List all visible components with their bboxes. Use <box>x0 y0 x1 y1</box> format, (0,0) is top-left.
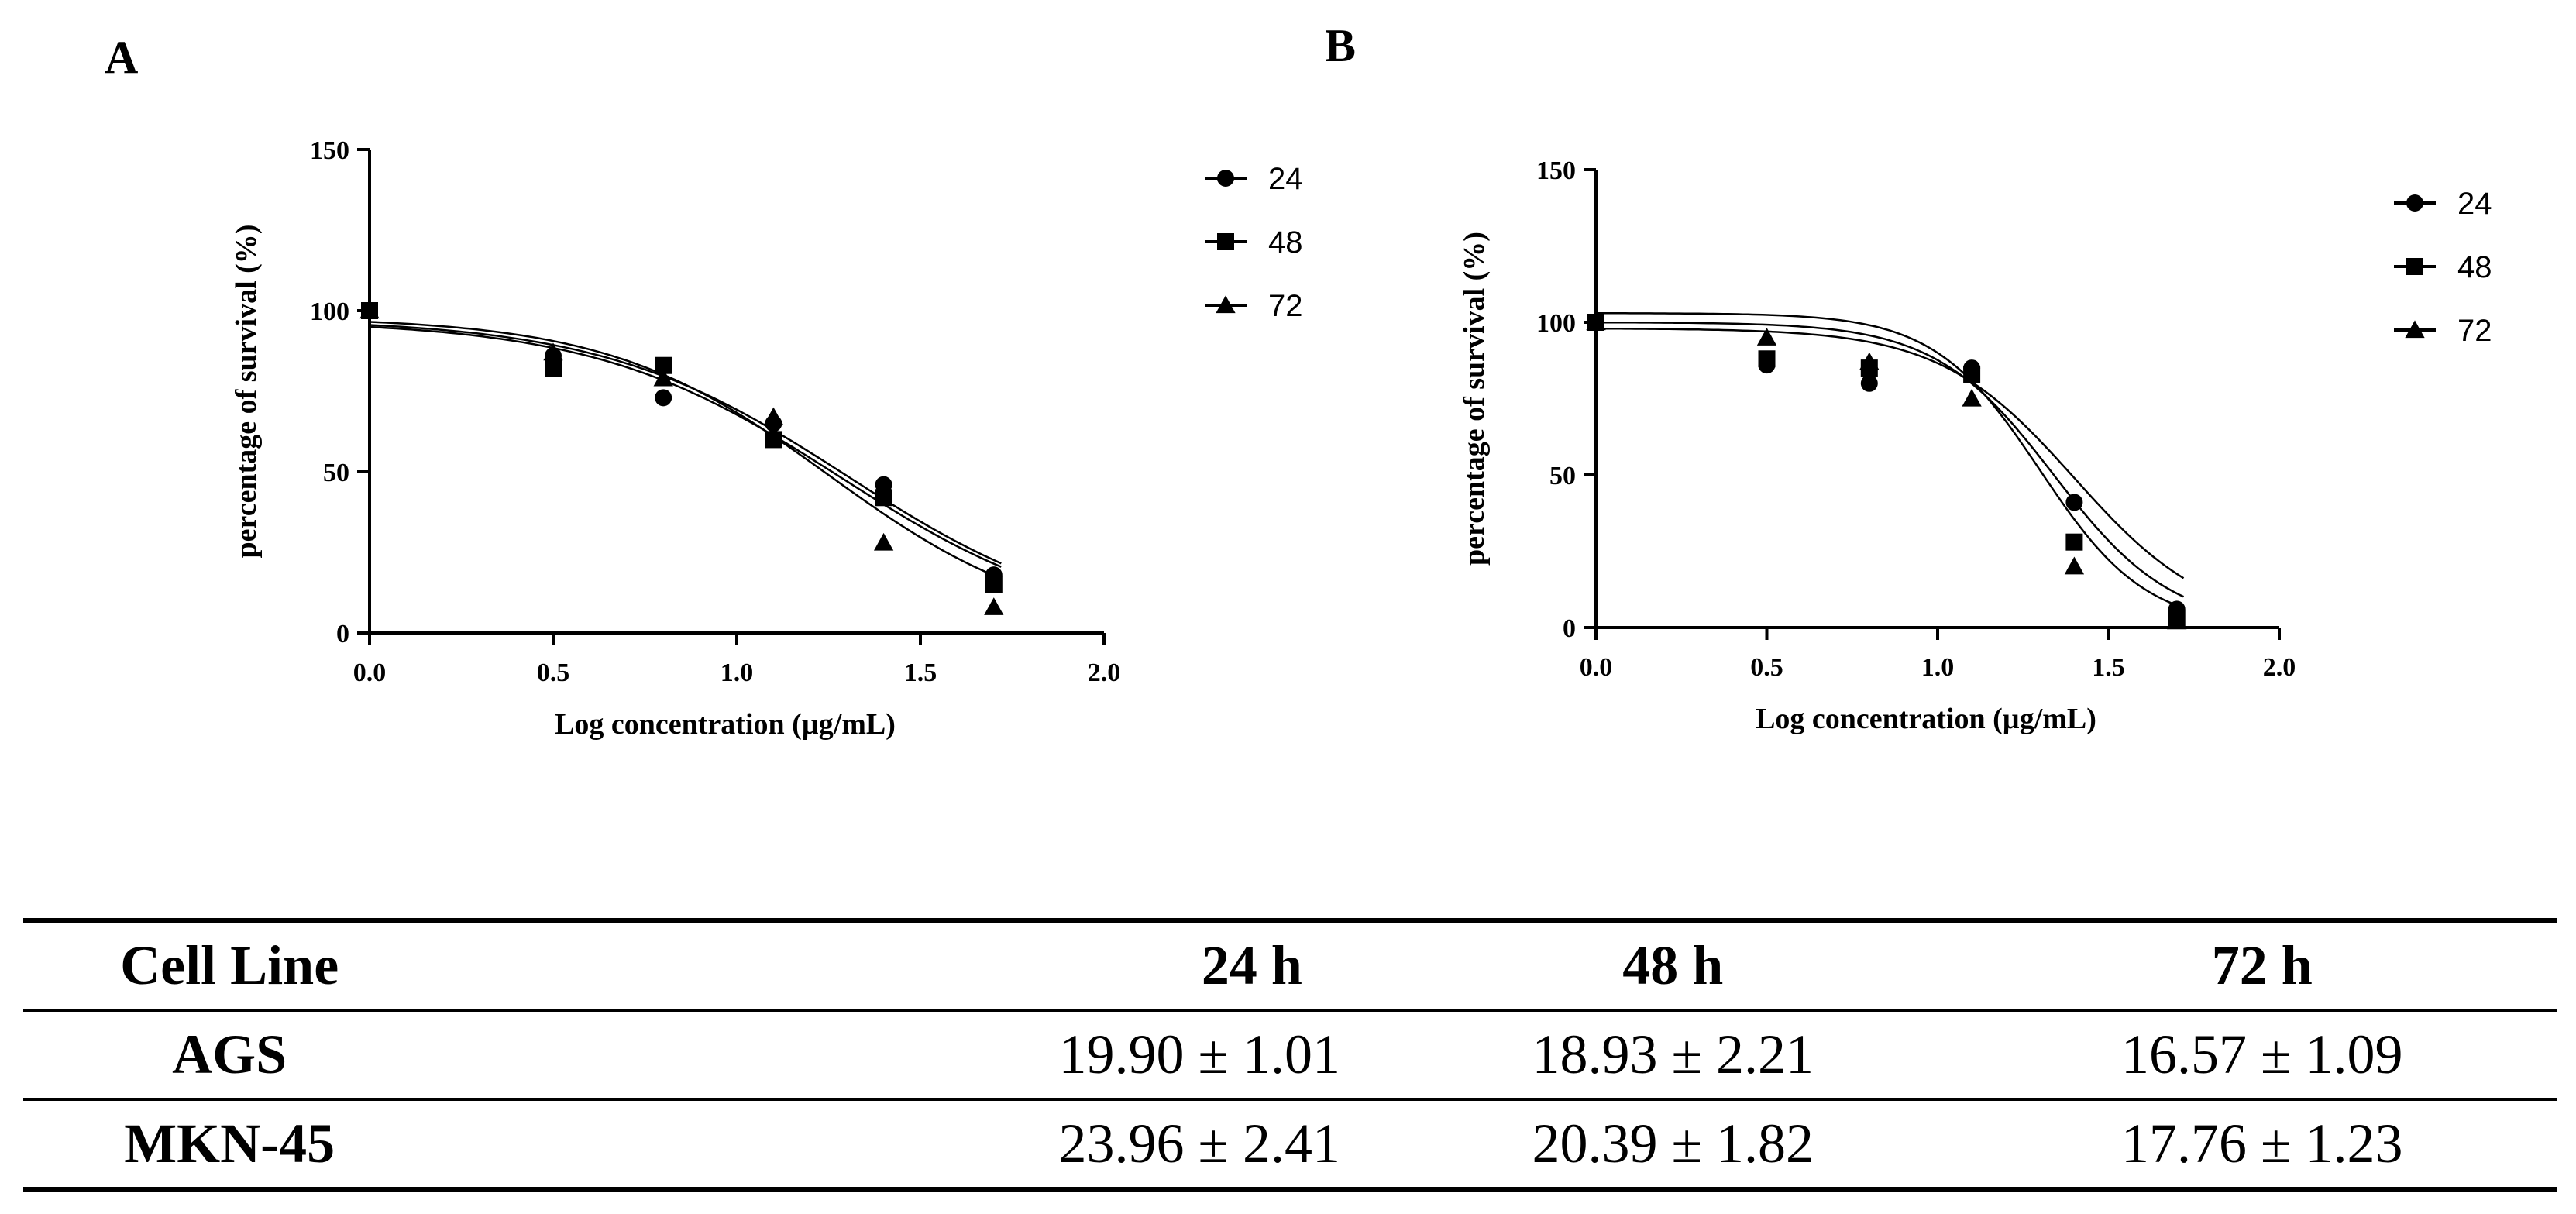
data-point-72 <box>1962 388 1982 407</box>
y-tick-label: 50 <box>1549 462 1576 490</box>
cell-line-name: AGS <box>172 1023 287 1085</box>
y-tick-label: 150 <box>1536 156 1576 185</box>
cell-line-name: MKN-45 <box>124 1113 335 1174</box>
x-axis-title: Log concentration (µg/mL) <box>555 708 896 741</box>
data-point-48 <box>765 431 782 449</box>
data-point-48 <box>2065 533 2083 551</box>
chart-b: 0.0 0.5 1.0 1.5 2.0 0 50 100 150 Log concentratio… <box>1458 156 2492 735</box>
table-header-row: Cell Line 24 h 48 h 72 h <box>23 920 2557 1010</box>
value-48h: 20.39 ± 1.82 <box>1532 1113 1814 1174</box>
x-tick-label: 1.5 <box>2092 653 2125 682</box>
x-tick-label: 0.0 <box>1580 653 1613 682</box>
legend-label: 24 <box>2457 187 2492 221</box>
legend-marker-24 <box>2406 194 2423 212</box>
data-point-72 <box>653 368 673 387</box>
x-axis-title: Log concentration (µg/mL) <box>1756 703 2096 735</box>
header-48h: 48 h <box>1622 934 1724 996</box>
legend-marker-48 <box>1217 233 1234 250</box>
panel-label-a: A <box>105 32 139 83</box>
data-point-48 <box>1758 350 1776 368</box>
y-tick-label: 0 <box>1563 614 1576 643</box>
legend-marker-72 <box>1216 295 1236 314</box>
data-point-48 <box>545 359 562 377</box>
data-point-72 <box>873 532 894 551</box>
data-point-72 <box>2064 556 2085 575</box>
legend-label: 48 <box>1268 225 1303 260</box>
value-24h: 23.96 ± 2.41 <box>1058 1113 1340 1174</box>
data-point-72 <box>2167 611 2187 630</box>
legend-marker-48 <box>2406 258 2423 275</box>
y-axis-title: percentage of survival (%) <box>1458 232 1491 566</box>
results-table: Cell Line 24 h 48 h 72 h AGS 19.90 ± 1.0… <box>23 918 2557 1192</box>
table-row: AGS 19.90 ± 1.01 18.93 ± 2.21 16.57 ± 1.… <box>23 1010 2557 1099</box>
x-tick-label: 1.0 <box>721 659 754 687</box>
value-72h: 17.76 ± 1.23 <box>2120 1113 2403 1174</box>
x-tick-label: 1.0 <box>1921 653 1955 682</box>
y-tick-label: 0 <box>336 620 349 648</box>
x-tick-label: 2.0 <box>2263 653 2296 682</box>
y-tick-label: 50 <box>323 459 349 487</box>
value-48h: 18.93 ± 2.21 <box>1532 1023 1814 1085</box>
chart-panel-b: B 0.0 0.5 1.0 1.5 2.0 0 50 100 150 Log concentrat… <box>1286 0 2576 813</box>
data-point-48 <box>875 489 892 507</box>
legend-label: 24 <box>1268 162 1303 196</box>
data-point-72 <box>984 597 1004 615</box>
data-point-48 <box>655 356 672 374</box>
data-point-48 <box>985 576 1003 593</box>
legend-label: 72 <box>2457 314 2492 348</box>
data-point-24 <box>2065 494 2083 511</box>
y-tick-label: 150 <box>310 136 349 165</box>
fit-curve-72 <box>1596 312 2184 609</box>
y-tick-label: 100 <box>310 297 349 326</box>
x-tick-label: 1.5 <box>904 659 937 687</box>
y-axis-title: percentage of survival (%) <box>230 225 263 559</box>
data-point-48 <box>1963 365 1981 383</box>
plot-area: 0.0 0.5 1.0 1.5 2.0 0 50 100 150 Log concentratio… <box>230 136 1303 741</box>
panel-label-b: B <box>1325 20 1357 71</box>
fit-curve-24 <box>1596 327 2185 579</box>
y-tick-label: 100 <box>1536 309 1576 338</box>
table-row: MKN-45 23.96 ± 2.41 20.39 ± 1.82 17.76 ±… <box>23 1099 2557 1189</box>
ic50-table: Cell Line 24 h 48 h 72 h AGS 19.90 ± 1.0… <box>23 918 2557 1192</box>
chart-a: 0.0 0.5 1.0 1.5 2.0 0 50 100 150 Log concentratio… <box>230 136 1303 741</box>
x-tick-label: 0.0 <box>353 659 387 687</box>
value-72h: 16.57 ± 1.09 <box>2120 1023 2403 1085</box>
data-point-24 <box>655 389 672 407</box>
x-tick-label: 2.0 <box>1088 659 1121 687</box>
legend-marker-24 <box>1217 170 1234 187</box>
data-point-72 <box>763 407 784 425</box>
chart-panel-a: A 0.0 0.5 1.0 1.5 2.0 0 50 100 150 Log concentrat… <box>0 0 1317 813</box>
x-tick-label: 0.5 <box>537 659 570 687</box>
fit-curve-48 <box>1596 321 2185 598</box>
data-point-72 <box>359 301 380 319</box>
header-72h: 72 h <box>2211 934 2313 996</box>
value-24h: 19.90 ± 1.01 <box>1058 1023 1340 1085</box>
header-24h: 24 h <box>1201 934 1302 996</box>
data-point-24 <box>875 476 892 494</box>
data-point-72 <box>1859 352 1880 370</box>
fit-curve-72 <box>369 321 1002 579</box>
legend-marker-72 <box>2405 320 2425 339</box>
header-cell-line: Cell Line <box>120 934 339 996</box>
data-point-72 <box>1586 312 1606 331</box>
plot-area: 0.0 0.5 1.0 1.5 2.0 0 50 100 150 Log concentratio… <box>1458 156 2492 735</box>
fit-curve-48 <box>369 325 1002 568</box>
data-point-72 <box>543 342 563 361</box>
legend-label: 72 <box>1268 289 1303 323</box>
legend-label: 48 <box>2457 250 2492 284</box>
x-tick-label: 0.5 <box>1750 653 1783 682</box>
data-point-72 <box>1756 328 1777 346</box>
data-point-24 <box>1860 374 1878 392</box>
